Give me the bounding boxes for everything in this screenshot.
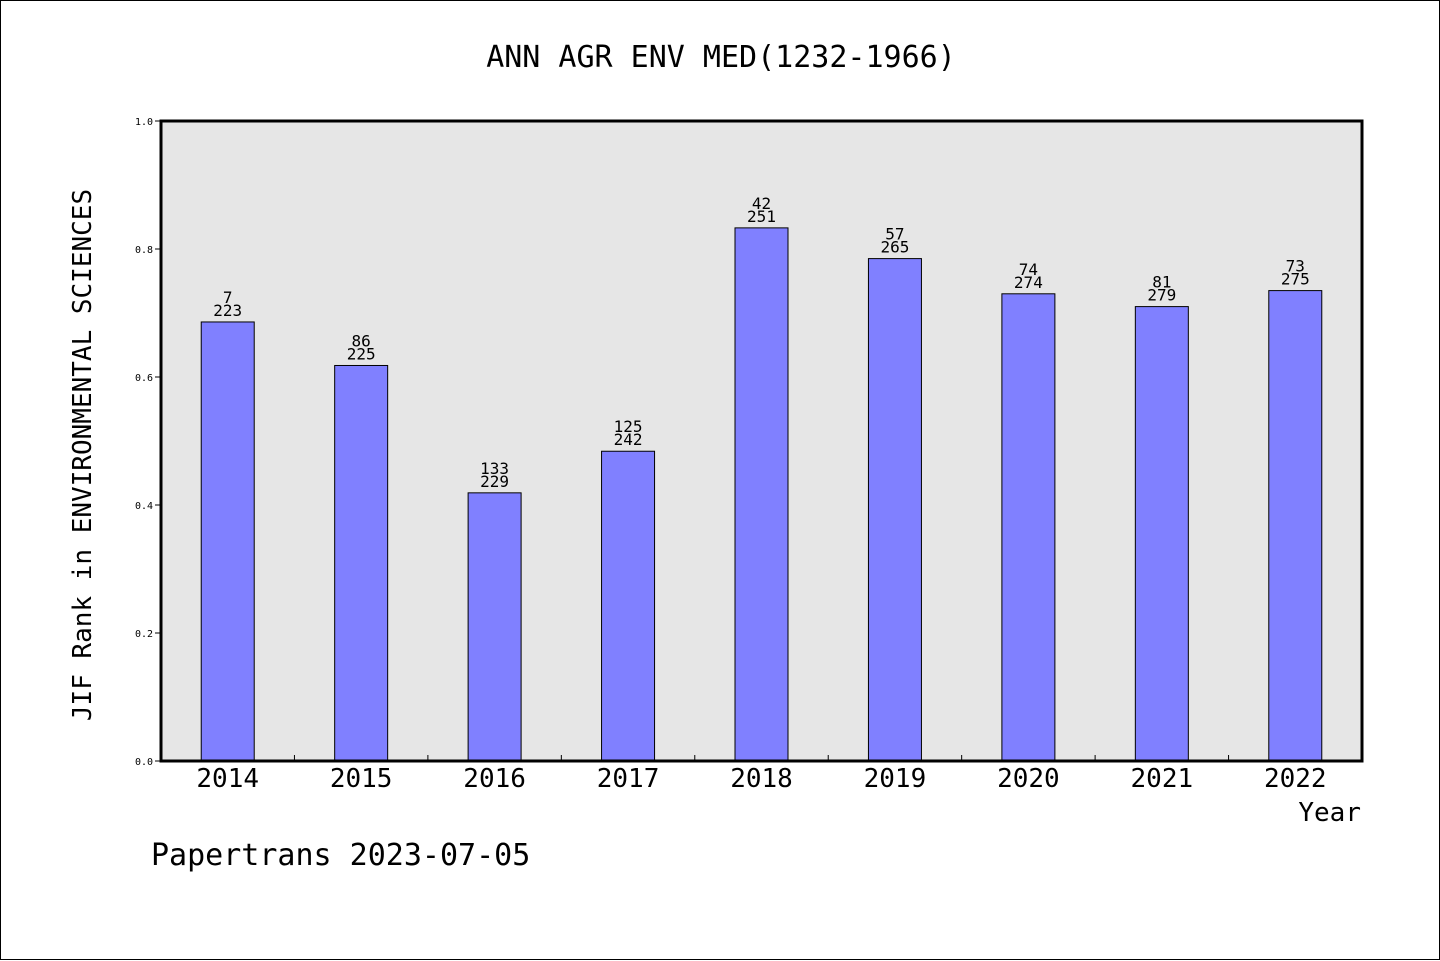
y-axis-label: JIF Rank in ENVIRONMENTAL SCIENCES — [68, 189, 98, 721]
y-tick-label: 0.6 — [135, 373, 153, 384]
footer-credit: Papertrans 2023-07-05 — [151, 838, 530, 873]
y-tick-label: 0.8 — [135, 245, 153, 256]
bar — [1268, 290, 1323, 762]
x-tick-label: 2018 — [730, 764, 793, 794]
bar-rank-label: 133 — [480, 459, 509, 478]
bar-total-label: 275 — [1281, 270, 1310, 289]
bar-rank-label: 86 — [352, 331, 371, 350]
bar — [467, 492, 522, 762]
y-axis: 0.0 0.2 0.4 0.6 0.8 1.0 — [135, 117, 161, 768]
plot-border — [159, 119, 1364, 763]
bar — [334, 364, 389, 762]
x-tick-label: 2020 — [997, 764, 1060, 794]
chart-title: ANN AGR ENV MED(1232-1966) — [486, 40, 956, 75]
x-tick-label: 2014 — [196, 764, 259, 794]
bar-total-label: 279 — [1147, 286, 1176, 305]
bar-rank-label: 73 — [1286, 257, 1305, 276]
x-tick-label: 2017 — [597, 764, 660, 794]
bar-rank-label: 125 — [614, 417, 643, 436]
bar-total-label: 242 — [614, 430, 643, 449]
x-axis: 2014 2015 2016 2017 2018 2019 2020 2021 2022 — [196, 755, 1327, 794]
x-tick-label: 2016 — [463, 764, 526, 794]
y-tick-label: 0.2 — [135, 629, 153, 640]
bar — [734, 227, 789, 762]
bar-total-label: 225 — [347, 344, 376, 363]
bar — [200, 321, 255, 762]
bar — [867, 258, 922, 762]
x-axis-label: Year — [1298, 798, 1361, 828]
x-tick-label: 2022 — [1264, 764, 1327, 794]
bar — [601, 450, 656, 762]
bar-total-label: 223 — [213, 301, 242, 320]
bar-total-label: 265 — [880, 238, 909, 257]
bars-group — [200, 227, 1323, 762]
bar-rank-label: 57 — [885, 225, 904, 244]
bar — [1134, 306, 1189, 762]
bar-total-label: 251 — [747, 207, 776, 226]
x-tick-label: 2021 — [1131, 764, 1194, 794]
y-tick-label: 0.0 — [135, 757, 153, 768]
x-tick-label: 2019 — [864, 764, 927, 794]
bar — [1001, 293, 1056, 762]
x-tick-label: 2015 — [330, 764, 393, 794]
bar-rank-label: 7 — [223, 288, 233, 307]
y-tick-label: 0.4 — [135, 501, 153, 512]
bar-rank-label: 42 — [752, 194, 771, 213]
bar-rank-label: 81 — [1152, 273, 1171, 292]
bar-rank-label: 74 — [1019, 260, 1038, 279]
bar-total-label: 229 — [480, 472, 509, 491]
y-tick-label: 1.0 — [135, 117, 153, 128]
bar-total-label: 274 — [1014, 273, 1043, 292]
